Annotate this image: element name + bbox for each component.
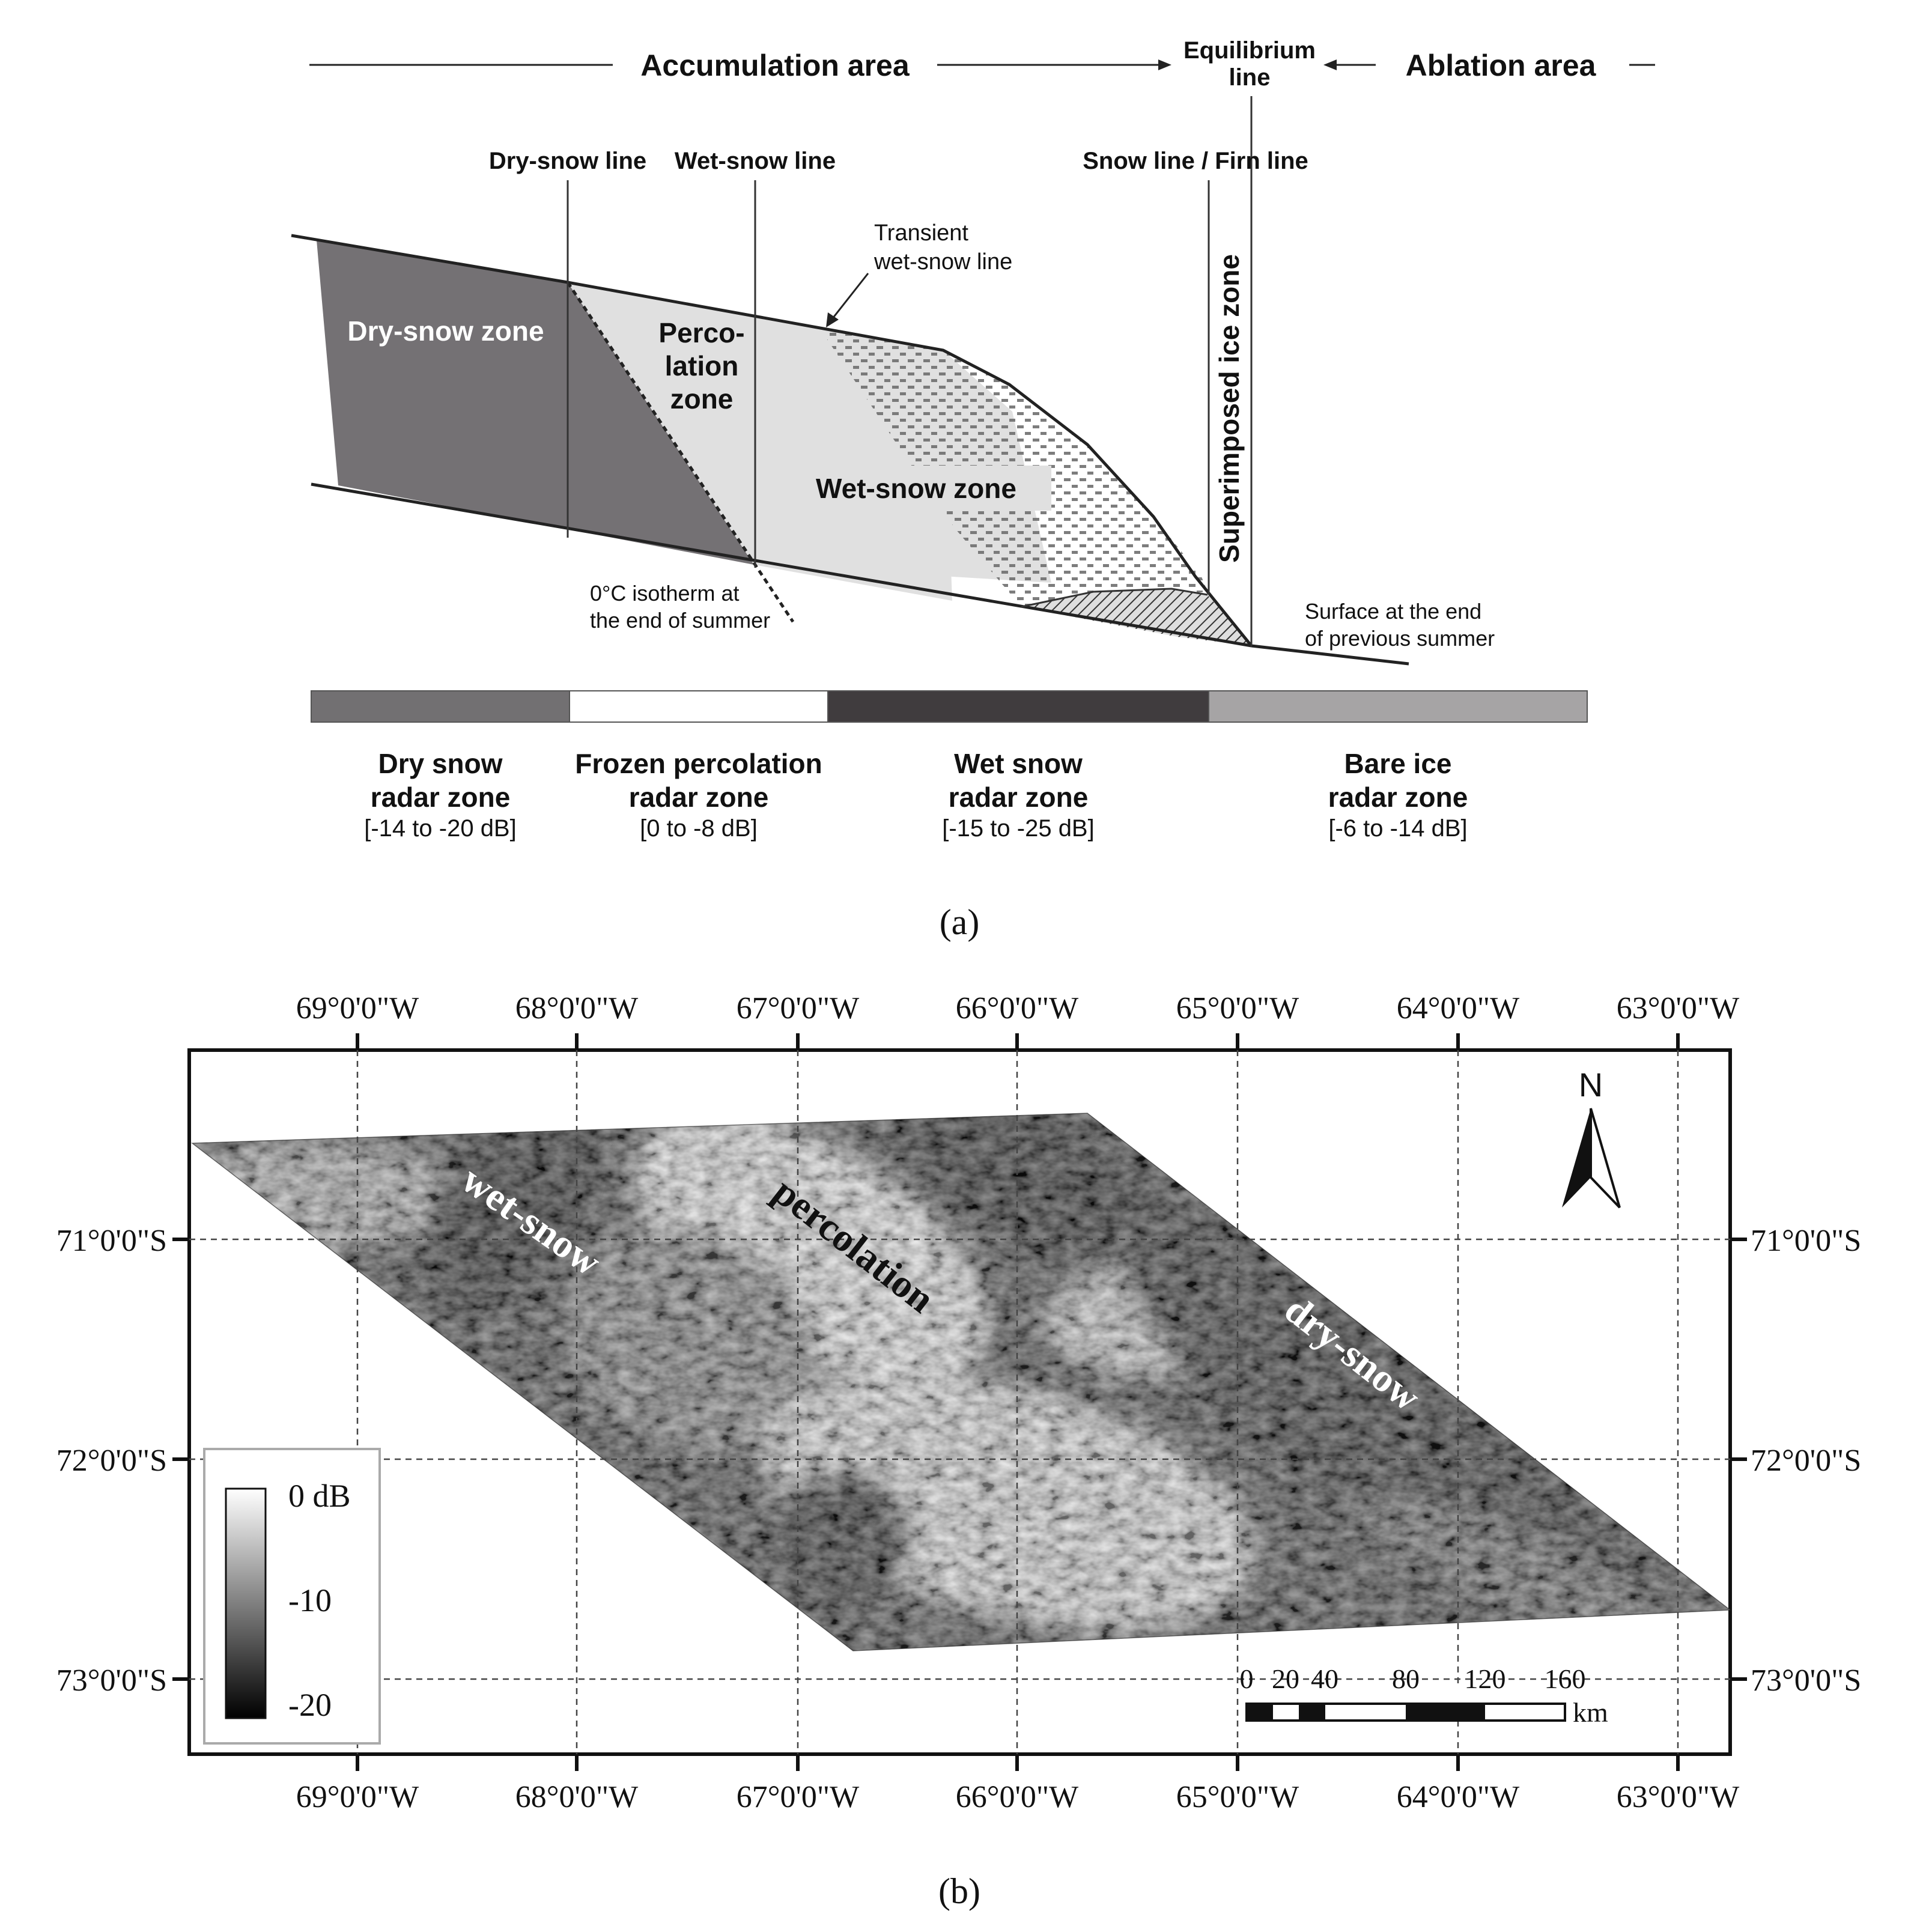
lat-label-left: 72°0'0"S <box>56 1444 167 1478</box>
lat-label-right: 72°0'0"S <box>1751 1444 1861 1478</box>
lon-label-bottom: 69°0'0"W <box>296 1780 419 1814</box>
panel-a-diagram: Accumulation area Equilibrium line Ablat… <box>291 37 1655 942</box>
lat-label-left: 71°0'0"S <box>56 1224 167 1258</box>
radar-segment-bare-ice <box>1208 690 1588 723</box>
lon-label-top: 64°0'0"W <box>1397 991 1519 1025</box>
snow-firn-line-label: Snow line / Firn line <box>1083 148 1308 174</box>
radar-dry-snow-name-1: Dry snow <box>378 748 502 779</box>
transient-label-2: wet-snow line <box>873 249 1012 275</box>
isotherm-label-1: 0°C isotherm at <box>590 581 739 606</box>
wet-snow-zone-label: Wet-snow zone <box>816 473 1016 504</box>
panel-b-map: 69°0'0"W 68°0'0"W 67°0'0"W 66°0'0"W 65°0… <box>56 991 1862 1911</box>
dry-snow-zone <box>317 240 754 565</box>
legend-mid-label: -10 <box>288 1582 332 1618</box>
lon-label-top: 67°0'0"W <box>737 991 859 1025</box>
radar-zone-bar <box>311 690 1588 723</box>
accumulation-area-label: Accumulation area <box>640 49 910 82</box>
caption-a: (a) <box>940 902 980 942</box>
equilibrium-line-label-1: Equilibrium <box>1183 37 1316 64</box>
lon-label-top: 68°0'0"W <box>515 991 638 1025</box>
lon-label-top: 65°0'0"W <box>1176 991 1299 1025</box>
equilibrium-line-label-2: line <box>1229 64 1271 91</box>
scale-tick: 20 <box>1272 1663 1299 1694</box>
radar-frozen-percolation-name-1: Frozen percolation <box>575 748 822 779</box>
ablation-area-label: Ablation area <box>1406 49 1597 82</box>
lon-label-bottom: 63°0'0"W <box>1617 1780 1739 1814</box>
glacier-top-surface <box>291 234 1253 647</box>
legend-top-label: 0 dB <box>288 1478 351 1514</box>
legend-gradient <box>225 1487 267 1719</box>
scale-bar: 0 20 40 80 120 160 km <box>1240 1663 1609 1728</box>
radar-segment-wet-snow <box>827 690 1209 723</box>
radar-frozen-percolation-name-2: radar zone <box>629 782 769 813</box>
radar-wet-snow-range: [-15 to -25 dB] <box>942 815 1094 842</box>
percolation-zone-label-2: lation <box>665 350 739 381</box>
scale-tick: 0 <box>1240 1663 1254 1694</box>
lon-label-top: 69°0'0"W <box>296 991 419 1025</box>
radar-bare-ice-name-2: radar zone <box>1328 782 1468 813</box>
lon-label-bottom: 66°0'0"W <box>956 1780 1078 1814</box>
scale-tick: 160 <box>1545 1663 1586 1694</box>
transient-label-1: Transient <box>874 220 968 246</box>
lon-label-bottom: 67°0'0"W <box>737 1780 859 1814</box>
surface-label-2: of previous summer <box>1305 626 1495 651</box>
glacier-bottom-surface <box>311 482 1252 648</box>
north-label: N <box>1579 1066 1603 1104</box>
surface-label-1: Surface at the end <box>1305 599 1481 624</box>
dry-snow-line-label: Dry-snow line <box>489 148 646 174</box>
dry-snow-zone-label: Dry-snow zone <box>347 315 544 347</box>
caption-b: (b) <box>938 1871 980 1911</box>
north-arrow-icon: N <box>1562 1066 1621 1209</box>
scale-unit: km <box>1573 1697 1608 1728</box>
wet-snow-line-label: Wet-snow line <box>675 148 836 174</box>
radar-dry-snow-name-2: radar zone <box>371 782 511 813</box>
lon-label-bottom: 68°0'0"W <box>515 1780 638 1814</box>
scale-tick: 80 <box>1392 1663 1420 1694</box>
radar-segment-dry-snow <box>311 690 570 723</box>
scale-tick: 40 <box>1311 1663 1338 1694</box>
lat-label-left: 73°0'0"S <box>56 1663 167 1698</box>
percolation-zone-label-3: zone <box>670 383 734 415</box>
lon-label-bottom: 64°0'0"W <box>1397 1780 1519 1814</box>
superimposed-ice-hatch <box>1021 589 1251 646</box>
percolation-zone-label-1: Perco- <box>658 317 744 348</box>
lat-label-right: 71°0'0"S <box>1751 1224 1861 1258</box>
legend-bottom-label: -20 <box>288 1687 332 1723</box>
radar-wet-snow-name-1: Wet snow <box>954 748 1083 779</box>
radar-wet-snow-name-2: radar zone <box>949 782 1089 813</box>
lon-label-bottom: 65°0'0"W <box>1176 1780 1299 1814</box>
superimposed-ice-zone-label: Superimposed ice zone <box>1214 254 1245 563</box>
radar-bare-ice-range: [-6 to -14 dB] <box>1328 815 1467 842</box>
scale-tick: 120 <box>1465 1663 1506 1694</box>
radar-bare-ice-name-1: Bare ice <box>1344 748 1451 779</box>
radar-frozen-percolation-range: [0 to -8 dB] <box>640 815 758 842</box>
radar-segment-frozen-percolation <box>569 690 828 723</box>
lat-label-right: 73°0'0"S <box>1751 1663 1861 1698</box>
radar-dry-snow-range: [-14 to -20 dB] <box>364 815 516 842</box>
lon-label-top: 66°0'0"W <box>956 991 1078 1025</box>
lon-label-top: 63°0'0"W <box>1617 991 1739 1025</box>
db-legend: 0 dB -10 -20 <box>203 1448 381 1745</box>
isotherm-label-2: the end of summer <box>590 608 770 633</box>
